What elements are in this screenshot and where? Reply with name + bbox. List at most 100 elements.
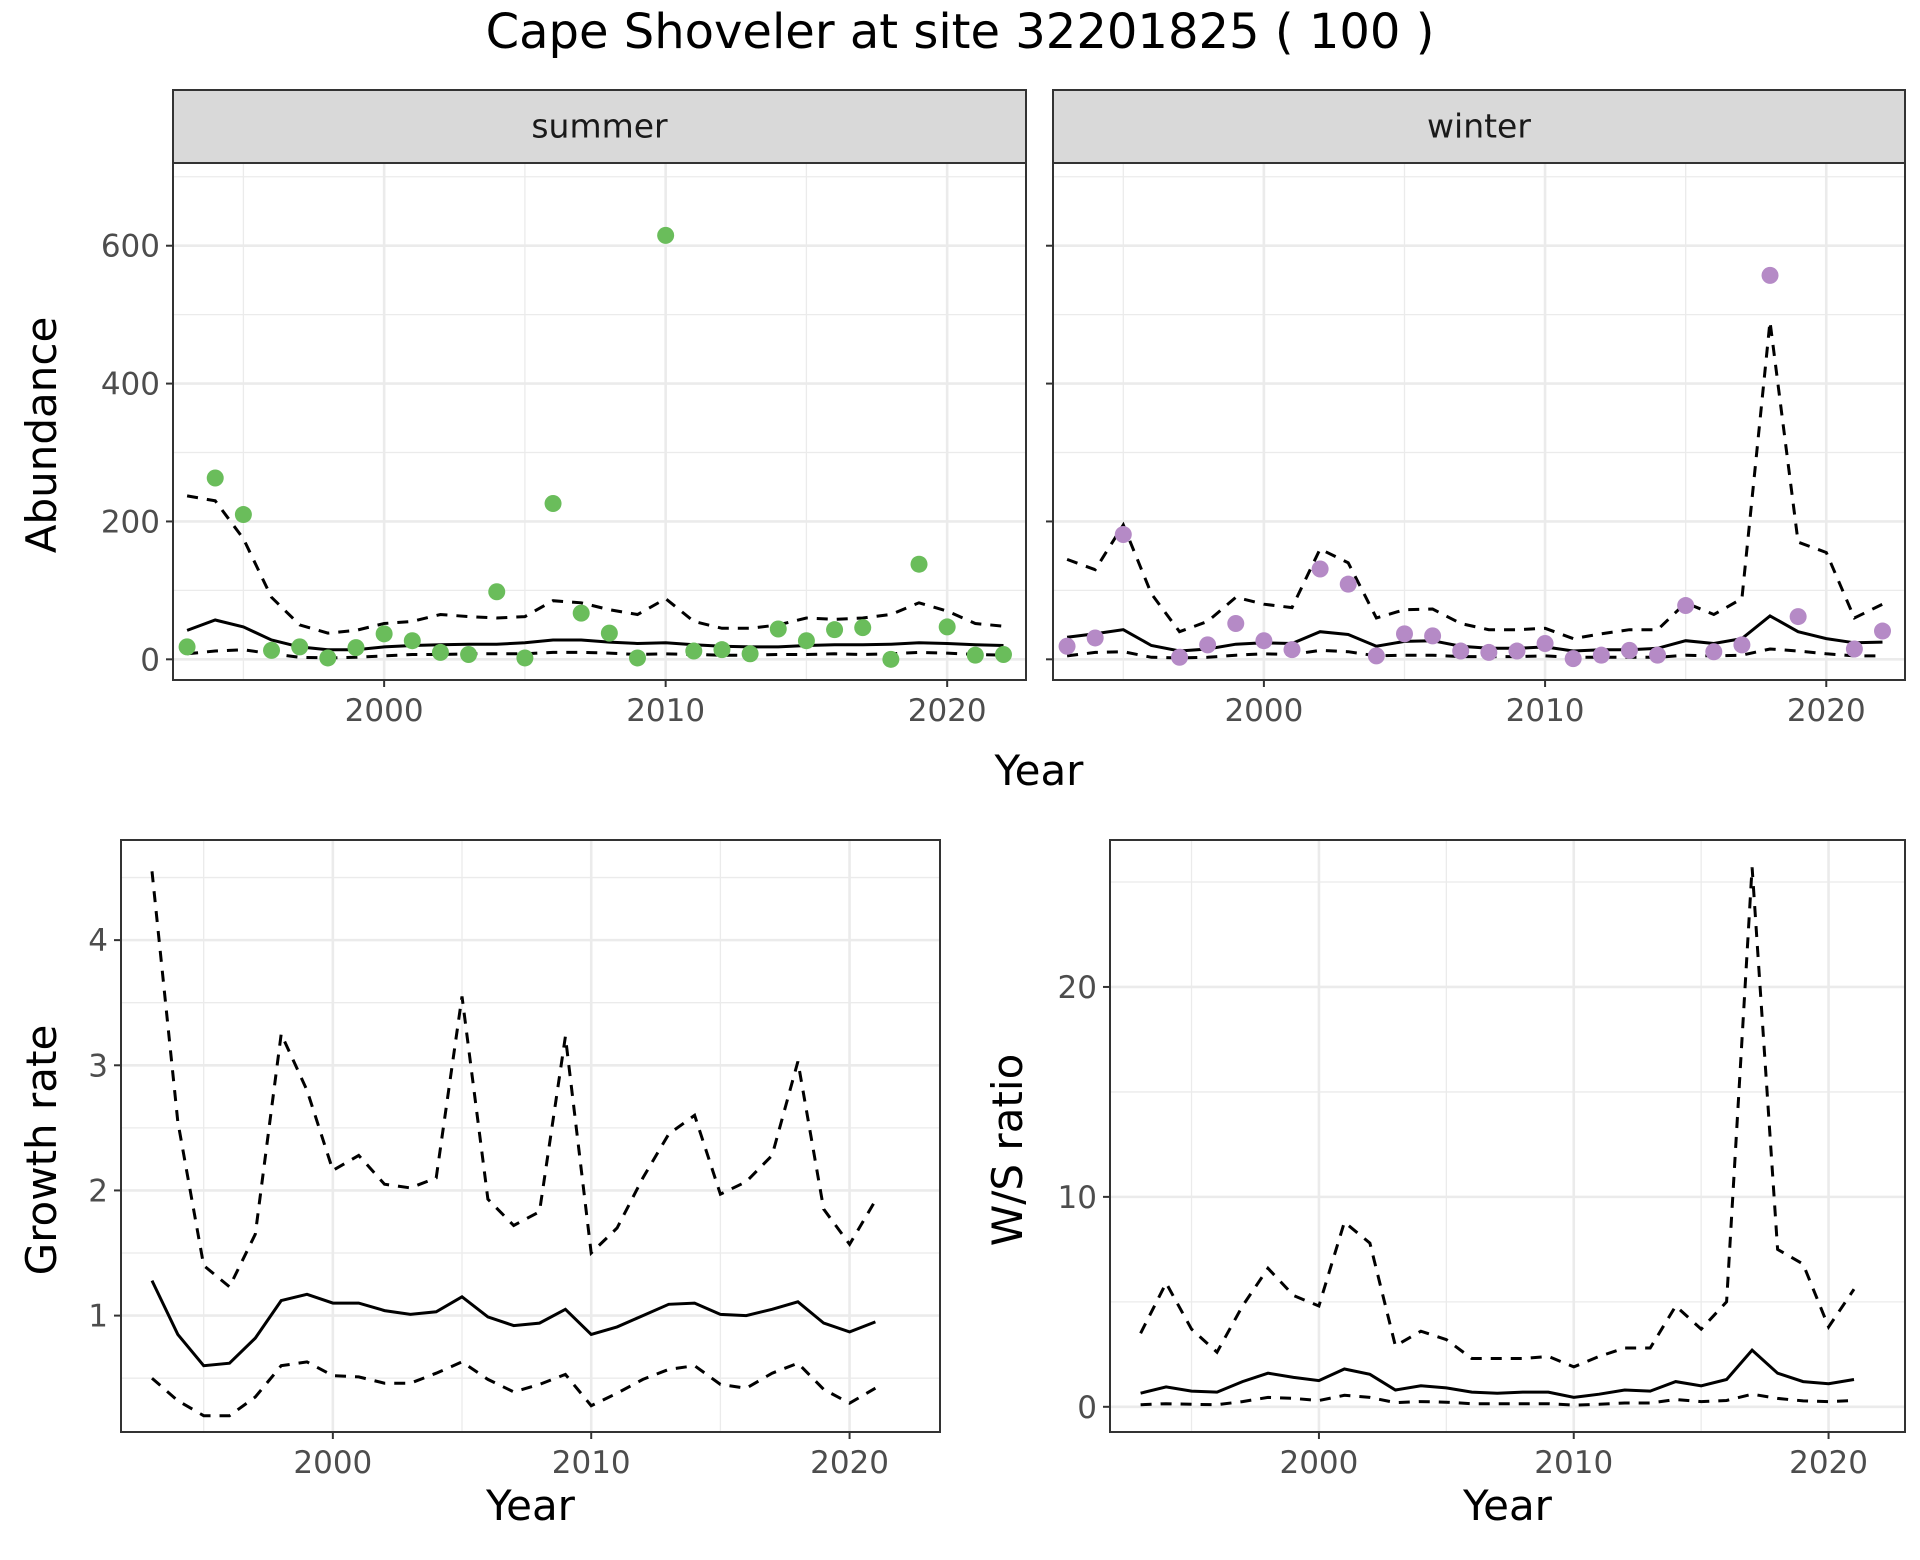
- data-point: [1592, 646, 1610, 664]
- facet-strip: [1052, 89, 1906, 164]
- data-point: [206, 469, 224, 487]
- data-point: [1114, 526, 1132, 544]
- data-point: [1395, 625, 1413, 643]
- data-point: [713, 641, 731, 659]
- data-point: [1789, 608, 1807, 626]
- data-point: [516, 649, 534, 667]
- data-point: [769, 620, 787, 638]
- data-point: [797, 632, 815, 650]
- data-point: [263, 641, 281, 659]
- data-point: [741, 645, 759, 663]
- x-tick-label: 2000: [293, 1445, 372, 1481]
- x-tick-label: 2010: [1506, 693, 1585, 729]
- data-point: [375, 625, 393, 643]
- y-tick-label: 20: [1058, 970, 1097, 1006]
- data-point: [347, 639, 365, 657]
- y-tick-label: 10: [1058, 1180, 1097, 1216]
- y-tick-label: 200: [101, 504, 160, 540]
- data-point: [1480, 643, 1498, 661]
- series-line-dashed: [186, 494, 1004, 635]
- panel-ws-ratio: 0 10 20 2000 2010 2020 W/S ratio Year: [983, 839, 1906, 1530]
- y-tick-label: 0: [1077, 1390, 1097, 1426]
- data-point: [1227, 614, 1245, 632]
- y-tick-label: 400: [101, 367, 160, 403]
- data-point: [1649, 646, 1667, 664]
- series-line-dashed: [1066, 647, 1883, 660]
- x-tick-label: 2000: [1224, 693, 1303, 729]
- x-axis-label: Year: [485, 1481, 576, 1530]
- y-axis-label: Abundance: [17, 317, 66, 554]
- y-tick-label: 1: [88, 1299, 108, 1335]
- x-tick-label: 2000: [345, 693, 424, 729]
- data-point: [994, 645, 1012, 663]
- data-point: [826, 621, 844, 639]
- y-axis-label: W/S ratio: [983, 1054, 1032, 1247]
- data-point: [882, 650, 900, 668]
- data-point: [1255, 632, 1273, 650]
- data-point: [1424, 627, 1442, 645]
- data-point: [1845, 640, 1863, 658]
- figure-title: Cape Shoveler at site 32201825 ( 100 ): [486, 4, 1435, 60]
- x-tick-label: 2020: [810, 1445, 889, 1481]
- data-point: [1199, 636, 1217, 654]
- y-tick-label: 600: [101, 229, 160, 265]
- data-point: [572, 604, 590, 622]
- data-point: [1564, 650, 1582, 668]
- series-line-solid: [150, 1279, 876, 1368]
- panel-winter-abundance: winter 2000 2010 2020: [1046, 89, 1906, 729]
- x-tick-label: 2000: [1279, 1445, 1358, 1481]
- data-point: [460, 645, 478, 663]
- data-point: [657, 226, 675, 244]
- panel-summer-abundance: summer 0 200 400 600 2000 2010 2020 Abundance Yea…: [17, 89, 1085, 795]
- data-point: [854, 619, 872, 637]
- panel-border: [1109, 839, 1906, 1433]
- y-tick-label: 2: [88, 1173, 108, 1209]
- data-point: [1452, 642, 1470, 660]
- data-point: [291, 638, 309, 656]
- series-line-dashed: [1066, 321, 1884, 641]
- data-point: [234, 506, 252, 524]
- facet-strip-label: winter: [1427, 107, 1531, 146]
- x-axis-label: Year: [1462, 1481, 1553, 1530]
- data-point: [1874, 622, 1892, 640]
- data-point: [1086, 629, 1104, 647]
- facet-strip: [172, 89, 1027, 164]
- series-line-solid: [1140, 1347, 1855, 1399]
- x-tick-label: 2020: [908, 693, 987, 729]
- data-point: [1311, 560, 1329, 578]
- series-line-dashed: [150, 871, 877, 1290]
- y-tick-label: 4: [88, 923, 108, 959]
- x-tick-label: 2020: [1787, 693, 1866, 729]
- y-axis-label: Growth rate: [17, 1025, 66, 1276]
- data-point: [1367, 647, 1385, 665]
- facet-strip-label: summer: [531, 107, 668, 146]
- plot-background: [1053, 163, 1905, 680]
- panel-growth-rate: 1 2 3 4 2000 2010 2020 Growth rate Year: [17, 839, 941, 1530]
- panel-border: [120, 839, 941, 1433]
- data-point: [600, 624, 618, 642]
- data-point: [1339, 575, 1357, 593]
- plot-background: [173, 163, 1026, 680]
- data-point: [1620, 641, 1638, 659]
- data-point: [910, 555, 928, 573]
- data-point: [1733, 636, 1751, 654]
- data-point: [178, 638, 196, 656]
- plot-background: [1110, 840, 1905, 1432]
- data-point: [938, 618, 956, 636]
- data-point: [319, 649, 337, 667]
- data-point: [1705, 643, 1723, 661]
- series-line-dashed: [151, 1360, 877, 1418]
- data-point: [685, 642, 703, 660]
- x-axis-label-shared: Year: [994, 746, 1085, 795]
- data-point: [966, 646, 984, 664]
- data-point: [1536, 634, 1554, 652]
- x-tick-label: 2010: [1534, 1445, 1613, 1481]
- data-point: [488, 583, 506, 601]
- data-point: [1058, 637, 1076, 655]
- data-point: [629, 649, 647, 667]
- data-point: [1677, 597, 1695, 615]
- y-tick-label: 0: [140, 642, 160, 678]
- data-point: [1508, 642, 1526, 660]
- x-tick-label: 2010: [552, 1445, 631, 1481]
